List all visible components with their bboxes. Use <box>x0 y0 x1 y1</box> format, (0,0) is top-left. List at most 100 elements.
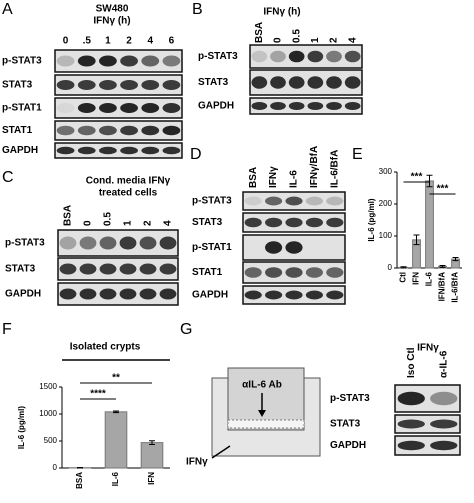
band <box>326 102 342 110</box>
lane-label: 0.5 <box>103 212 114 226</box>
significance-label: *** <box>411 172 423 183</box>
band <box>289 51 305 63</box>
band <box>307 102 323 110</box>
band <box>326 241 343 254</box>
band <box>163 80 181 90</box>
y-tick-label: 1500 <box>39 382 57 391</box>
panel-subtitle: IFNγ (h) <box>263 7 300 18</box>
band <box>78 56 96 67</box>
band <box>270 51 286 63</box>
row-label: p-STAT3 <box>198 51 238 62</box>
row-label: GAPDH <box>330 440 366 451</box>
row-label: STAT3 <box>2 80 33 91</box>
lane-label: 4 <box>347 37 358 43</box>
lane-label: Iso Ctl <box>406 347 417 378</box>
band <box>265 218 282 228</box>
band <box>245 197 262 206</box>
band <box>60 237 77 250</box>
band <box>265 267 282 278</box>
band <box>163 147 181 155</box>
y-tick-label: 100 <box>379 231 393 240</box>
band <box>99 103 117 113</box>
band <box>78 103 96 113</box>
band <box>430 392 457 406</box>
band <box>345 76 361 89</box>
band <box>78 147 96 155</box>
lane-label: 0 <box>273 37 284 43</box>
band <box>345 51 361 63</box>
bar <box>141 443 163 468</box>
lane-label: 0.5 <box>291 29 302 43</box>
row-label: p-STAT1 <box>192 242 232 253</box>
band <box>326 76 342 89</box>
band <box>265 291 282 300</box>
band <box>398 441 425 451</box>
bar <box>105 412 127 468</box>
band <box>326 218 343 228</box>
band <box>306 267 323 278</box>
x-tick-label: IFN/BfA <box>438 272 447 302</box>
panel-subtitle: treated cells <box>99 188 158 199</box>
y-tick-label: 300 <box>379 167 393 176</box>
panel-label: F <box>2 321 12 338</box>
row-label: STAT1 <box>192 267 223 278</box>
lane-label: BSA <box>254 22 265 43</box>
band <box>120 289 137 300</box>
lane-label: 2 <box>329 37 340 43</box>
band <box>160 289 177 300</box>
band <box>430 441 457 451</box>
band <box>306 241 323 254</box>
panel-subtitle: IFNγ (h) <box>93 16 130 27</box>
significance-label: **** <box>90 389 106 400</box>
band <box>326 197 343 206</box>
y-tick-label: 500 <box>44 436 58 445</box>
x-tick-label: IL-6 <box>425 271 434 286</box>
significance-label: *** <box>437 184 449 195</box>
x-tick-label: BSA <box>75 472 84 489</box>
row-label: p-STAT3 <box>192 196 232 207</box>
band <box>57 56 75 67</box>
row-label: p-STAT3 <box>5 238 45 249</box>
band <box>326 291 343 300</box>
panel-label: D <box>190 146 202 163</box>
lane-label: .5 <box>83 36 92 47</box>
band <box>100 264 117 275</box>
x-tick-label: Ctl <box>399 272 408 283</box>
band <box>141 80 159 90</box>
antibody-label: αIL-6 Ab <box>242 380 282 391</box>
band <box>120 237 137 250</box>
band <box>289 102 305 110</box>
lane-label: IFNγ/BfA <box>309 146 320 188</box>
band <box>57 80 75 90</box>
band <box>245 218 262 228</box>
band <box>398 420 425 429</box>
band <box>120 103 138 113</box>
band <box>99 56 117 67</box>
band <box>251 102 267 110</box>
lane-label: 6 <box>169 36 175 47</box>
band <box>430 420 457 429</box>
band <box>78 80 96 90</box>
band <box>285 267 302 278</box>
stimulus-label: IFNγ <box>186 457 208 468</box>
band <box>265 241 282 254</box>
band <box>163 126 181 136</box>
row-label: STAT1 <box>2 125 33 136</box>
band <box>99 80 117 90</box>
band <box>307 76 323 89</box>
band <box>120 80 138 90</box>
band <box>285 291 302 300</box>
band <box>160 264 177 275</box>
lane-label: 2 <box>126 36 132 47</box>
x-tick-label: IFN <box>412 272 421 285</box>
band <box>306 218 323 228</box>
band <box>265 197 282 206</box>
band <box>245 267 262 278</box>
panel-label: E <box>352 146 363 163</box>
row-label: STAT3 <box>192 217 223 228</box>
band <box>289 76 305 89</box>
band <box>160 237 177 250</box>
x-tick-label: IL-6 <box>111 471 120 486</box>
y-tick-label: 1000 <box>39 409 57 418</box>
band <box>140 237 157 250</box>
